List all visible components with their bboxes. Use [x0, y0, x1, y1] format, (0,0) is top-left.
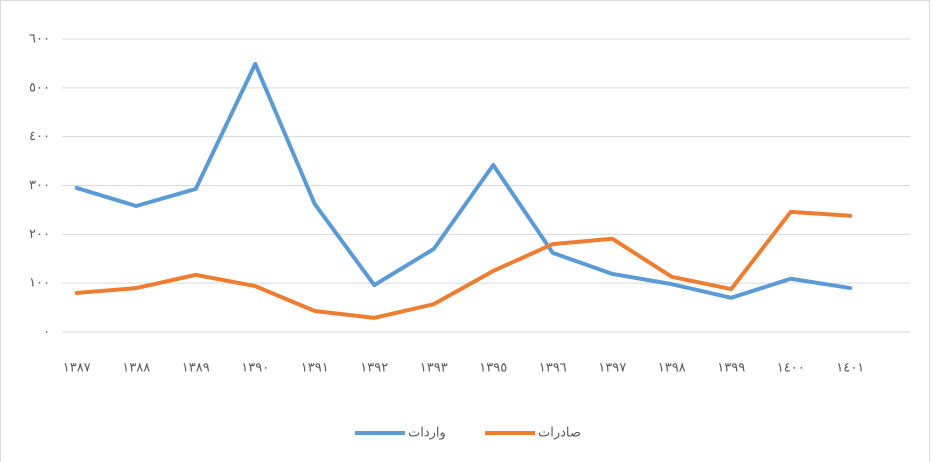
x-tick-label: ١٤٠٠ [777, 361, 805, 376]
x-tick-label: ١٣٩٨ [658, 361, 686, 376]
legend-label: صادرات [538, 426, 581, 441]
x-tick-label: ١٣٨٨ [122, 361, 150, 376]
x-tick-label: ١٣٩٦ [539, 361, 567, 376]
y-tick-label: ٥٠٠ [29, 80, 50, 95]
x-tick-label: ١٣٨٩ [182, 361, 210, 376]
x-tick-label: ١٣٩٣ [420, 361, 448, 376]
chart: ٠ ١٠٠ ٢٠٠ ٣٠٠ ٤٠٠ ٥٠٠ ٦٠٠ ١٣٨٧ ١٣٨٨ ١٣٨٩ ١٣٩٠ ١٣٩١ ١… [0, 0, 934, 462]
legend-label: واردات [408, 426, 446, 441]
y-tick-label: ٢٠٠ [29, 227, 50, 242]
y-tick-label: ٠ [43, 325, 50, 340]
x-tick-label: ١٣٩٧ [598, 361, 626, 376]
y-tick-label: ٣٠٠ [29, 178, 50, 193]
x-tick-label: ١٤٠١ [836, 361, 864, 376]
x-tick-label: ١٣٩٠ [241, 361, 269, 376]
chart-frame [1, 1, 930, 462]
x-tick-label: ١٣٩١ [301, 361, 329, 376]
y-tick-label: ١٠٠ [29, 276, 50, 291]
y-tick-label: ٦٠٠ [29, 32, 50, 47]
x-tick-label: ١٣٩٩ [717, 361, 745, 376]
x-tick-label: ١٣٩٢ [360, 361, 388, 376]
x-tick-label: ١٣٩٥ [479, 361, 507, 376]
x-tick-label: ١٣٨٧ [63, 361, 91, 376]
page: {"chart_data": {"type": "line", "categor… [0, 0, 934, 462]
y-tick-label: ٤٠٠ [29, 129, 50, 144]
